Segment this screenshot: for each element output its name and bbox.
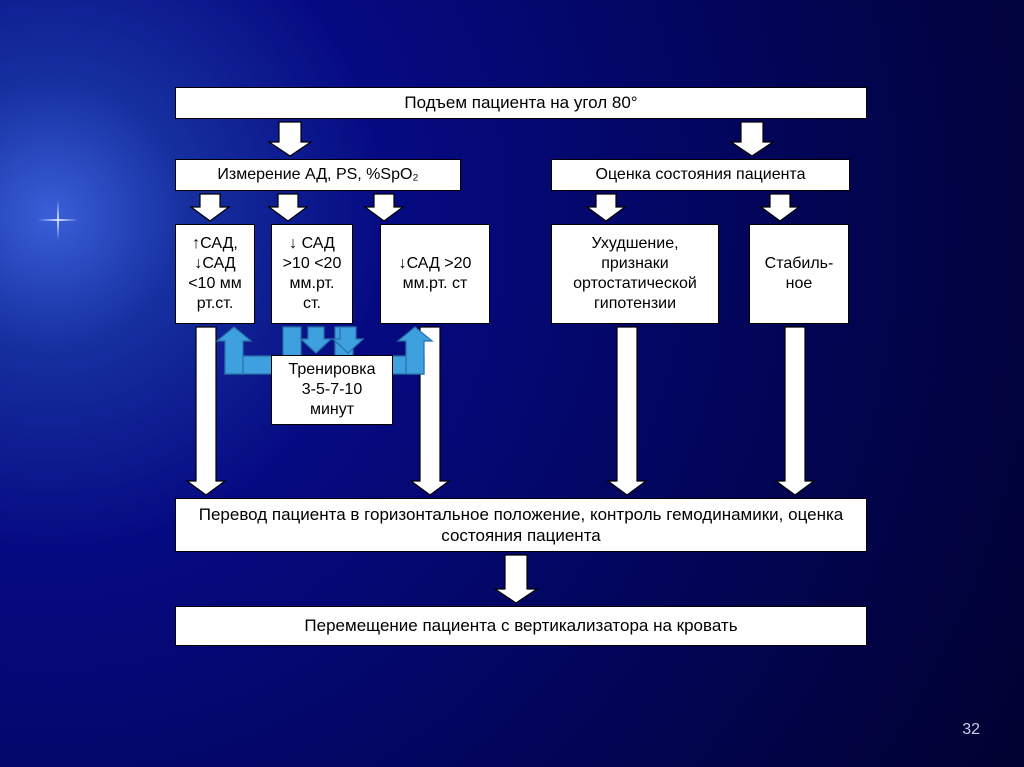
node-n1: Подъем пациента на угол 80°	[175, 87, 867, 119]
node-n2: Измерение АД, PS, %SpO₂	[175, 159, 461, 191]
node-n5: ↓ САД>10 <20 мм.рт. ст.	[271, 224, 353, 324]
node-n7: Ухудшение, признаки ортостатической гипо…	[551, 224, 719, 324]
node-n9: Тренировка3-5-7-10 минут	[271, 355, 393, 425]
node-n6: ↓САД >20 мм.рт. ст	[380, 224, 490, 324]
node-n10: Перевод пациента в горизонтальное положе…	[175, 498, 867, 552]
flowchart-canvas: Подъем пациента на угол 80° Измерение АД…	[0, 0, 1024, 767]
node-n8: Стабиль-ное	[749, 224, 849, 324]
node-n11: Перемещение пациента с вертикализатора н…	[175, 606, 867, 646]
slide-number: 32	[962, 721, 980, 739]
node-n4: ↑САД,↓САД<10 мм рт.ст.	[175, 224, 255, 324]
node-n3: Оценка состояния пациента	[551, 159, 850, 191]
